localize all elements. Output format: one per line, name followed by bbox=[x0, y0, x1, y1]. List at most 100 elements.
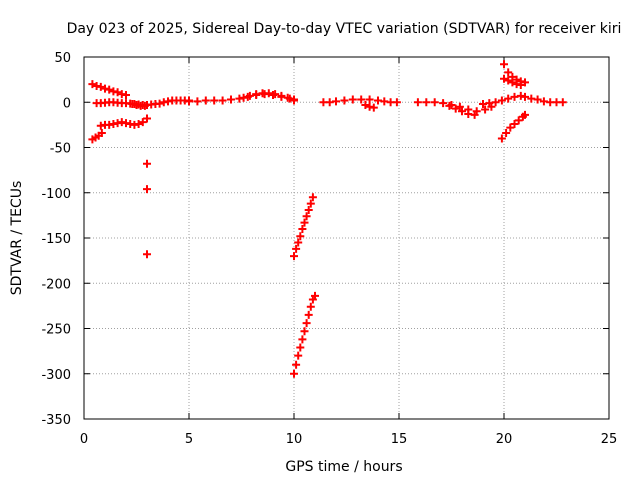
data-point bbox=[470, 110, 479, 119]
data-point bbox=[521, 110, 529, 119]
series-track-j bbox=[319, 95, 401, 107]
data-point bbox=[294, 351, 303, 360]
data-point bbox=[304, 310, 313, 319]
data-point bbox=[271, 90, 280, 99]
data-point bbox=[97, 129, 106, 138]
y-tick-label: 50 bbox=[54, 51, 71, 66]
data-point bbox=[451, 104, 460, 113]
data-point bbox=[96, 82, 105, 91]
data-point bbox=[500, 74, 508, 83]
data-point bbox=[302, 319, 311, 328]
data-point bbox=[504, 76, 513, 85]
y-tick-label: -100 bbox=[41, 187, 71, 202]
data-point bbox=[298, 224, 307, 233]
data-point bbox=[122, 91, 130, 100]
data-point bbox=[422, 98, 431, 107]
data-point bbox=[227, 95, 235, 104]
series-track-m bbox=[445, 101, 479, 119]
data-point bbox=[504, 68, 513, 77]
data-point bbox=[506, 123, 515, 132]
data-point bbox=[218, 96, 227, 105]
data-point bbox=[113, 88, 122, 97]
y-tick-label: 0 bbox=[63, 96, 71, 111]
x-axis-title: GPS time / hours bbox=[285, 459, 402, 475]
data-point bbox=[292, 244, 301, 253]
data-point bbox=[292, 360, 301, 369]
y-axis-title: SDTVAR / TECUs bbox=[9, 181, 25, 296]
data-point bbox=[300, 218, 309, 227]
y-tick-label: -150 bbox=[41, 232, 71, 247]
data-point bbox=[290, 369, 298, 378]
data-point bbox=[201, 96, 210, 105]
data-point bbox=[357, 95, 366, 104]
data-point bbox=[392, 98, 401, 107]
y-tick-label: -350 bbox=[41, 413, 71, 428]
data-point bbox=[306, 302, 315, 311]
data-point bbox=[300, 327, 309, 336]
y-tick-label: -300 bbox=[41, 368, 71, 383]
data-point bbox=[296, 232, 305, 241]
data-point bbox=[516, 81, 525, 90]
y-tick-label: -250 bbox=[41, 323, 71, 338]
y-tick-label: -200 bbox=[41, 277, 71, 292]
series-track-a bbox=[88, 80, 130, 100]
x-tick-label: 25 bbox=[601, 432, 618, 447]
data-point bbox=[296, 343, 305, 352]
data-point bbox=[369, 103, 378, 112]
data-point bbox=[302, 212, 311, 221]
data-point bbox=[430, 98, 439, 107]
data-point bbox=[361, 100, 370, 109]
data-point bbox=[504, 94, 513, 103]
data-point bbox=[143, 250, 151, 259]
data-point bbox=[143, 185, 151, 194]
data-point bbox=[298, 335, 307, 344]
series-track-h bbox=[290, 193, 317, 261]
series-track-e bbox=[128, 100, 151, 110]
data-point bbox=[210, 96, 219, 105]
data-point bbox=[185, 97, 193, 106]
data-point bbox=[245, 91, 254, 100]
data-point bbox=[455, 102, 464, 111]
data-point bbox=[508, 78, 517, 87]
tick-labels: 50 0 -50 -100 -150 -200 -250 -300 -350 0 5 10 15 20 25 bbox=[41, 51, 617, 447]
series-track-c bbox=[96, 114, 151, 130]
data-point bbox=[533, 95, 542, 104]
series-track-g bbox=[239, 89, 298, 105]
data-point bbox=[365, 95, 374, 104]
data-point bbox=[514, 116, 523, 125]
data-point bbox=[143, 100, 151, 109]
grid bbox=[83, 56, 610, 420]
data-point bbox=[332, 97, 340, 106]
x-tick-label: 15 bbox=[391, 432, 408, 447]
series-outliers-3h bbox=[143, 159, 151, 259]
data-point bbox=[304, 205, 313, 214]
data-point bbox=[143, 159, 151, 168]
data-point bbox=[439, 99, 448, 108]
data-point bbox=[340, 96, 349, 105]
data-point bbox=[239, 93, 248, 102]
data-point bbox=[290, 252, 298, 261]
series-track-k bbox=[361, 100, 378, 112]
series-outlier-11h bbox=[311, 291, 319, 300]
data-point bbox=[283, 93, 292, 102]
plot-frame bbox=[83, 56, 610, 420]
data-point bbox=[306, 199, 315, 208]
data-points bbox=[88, 60, 567, 378]
data-point bbox=[521, 78, 529, 87]
data-point bbox=[481, 105, 490, 114]
data-point bbox=[558, 98, 567, 107]
data-point bbox=[308, 193, 317, 202]
series-track-p bbox=[497, 110, 529, 143]
data-point bbox=[497, 96, 506, 105]
data-point bbox=[134, 119, 143, 128]
data-point bbox=[445, 101, 454, 110]
y-tick-label: -50 bbox=[50, 142, 71, 157]
x-tick-label: 10 bbox=[286, 432, 303, 447]
data-point bbox=[491, 98, 500, 107]
data-point bbox=[277, 91, 286, 100]
data-point bbox=[155, 99, 164, 108]
x-tick-label: 5 bbox=[185, 432, 193, 447]
data-point bbox=[294, 238, 303, 247]
x-tick-label: 0 bbox=[80, 432, 88, 447]
